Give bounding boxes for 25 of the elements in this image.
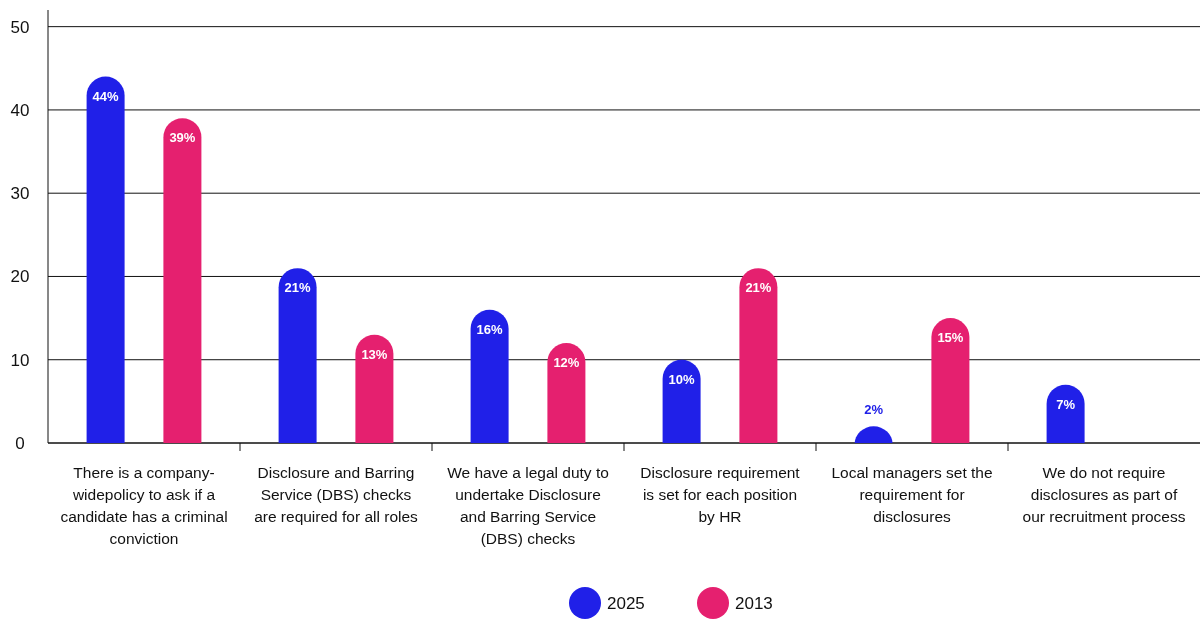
data-label: 10% (668, 371, 696, 387)
x-tick-label: Local managers set the requirement for disclosures (831, 464, 993, 525)
data-label: 21% (745, 280, 772, 296)
legend-label: 2025 (607, 594, 645, 613)
x-tick-label: Disclosure and Barring Service (DBS) checks are required for all roles (254, 464, 419, 525)
y-tick-label: 50 (10, 17, 30, 37)
x-tick-label: There is a company-widepolicy to ask if a candidate has a criminal conviction (60, 464, 228, 547)
data-label: 2% (864, 402, 884, 418)
y-tick-label: 10 (10, 350, 30, 370)
x-tick-label: Disclosure requirement is set for each position by HR (640, 464, 801, 525)
data-label: 39% (169, 130, 196, 146)
data-label: 13% (361, 346, 388, 362)
data-label: 21% (284, 280, 312, 296)
x-tick-label: We do not require disclosures as part of our recruitment process (1022, 464, 1186, 525)
y-tick-label: 30 (10, 184, 30, 204)
y-tick-label: 40 (10, 100, 30, 120)
y-tick-label: 0 (15, 434, 25, 453)
data-label: 12% (553, 355, 580, 371)
data-label: 7% (1056, 396, 1076, 412)
data-label: 16% (476, 321, 504, 337)
legend-label: 2013 (735, 594, 773, 613)
y-tick-label: 20 (10, 267, 30, 287)
data-label: 44% (92, 88, 120, 104)
data-label: 15% (937, 330, 964, 346)
x-tick-label: We have a legal duty to undertake Disclosure and Barring Service (DBS) checks (447, 464, 609, 547)
